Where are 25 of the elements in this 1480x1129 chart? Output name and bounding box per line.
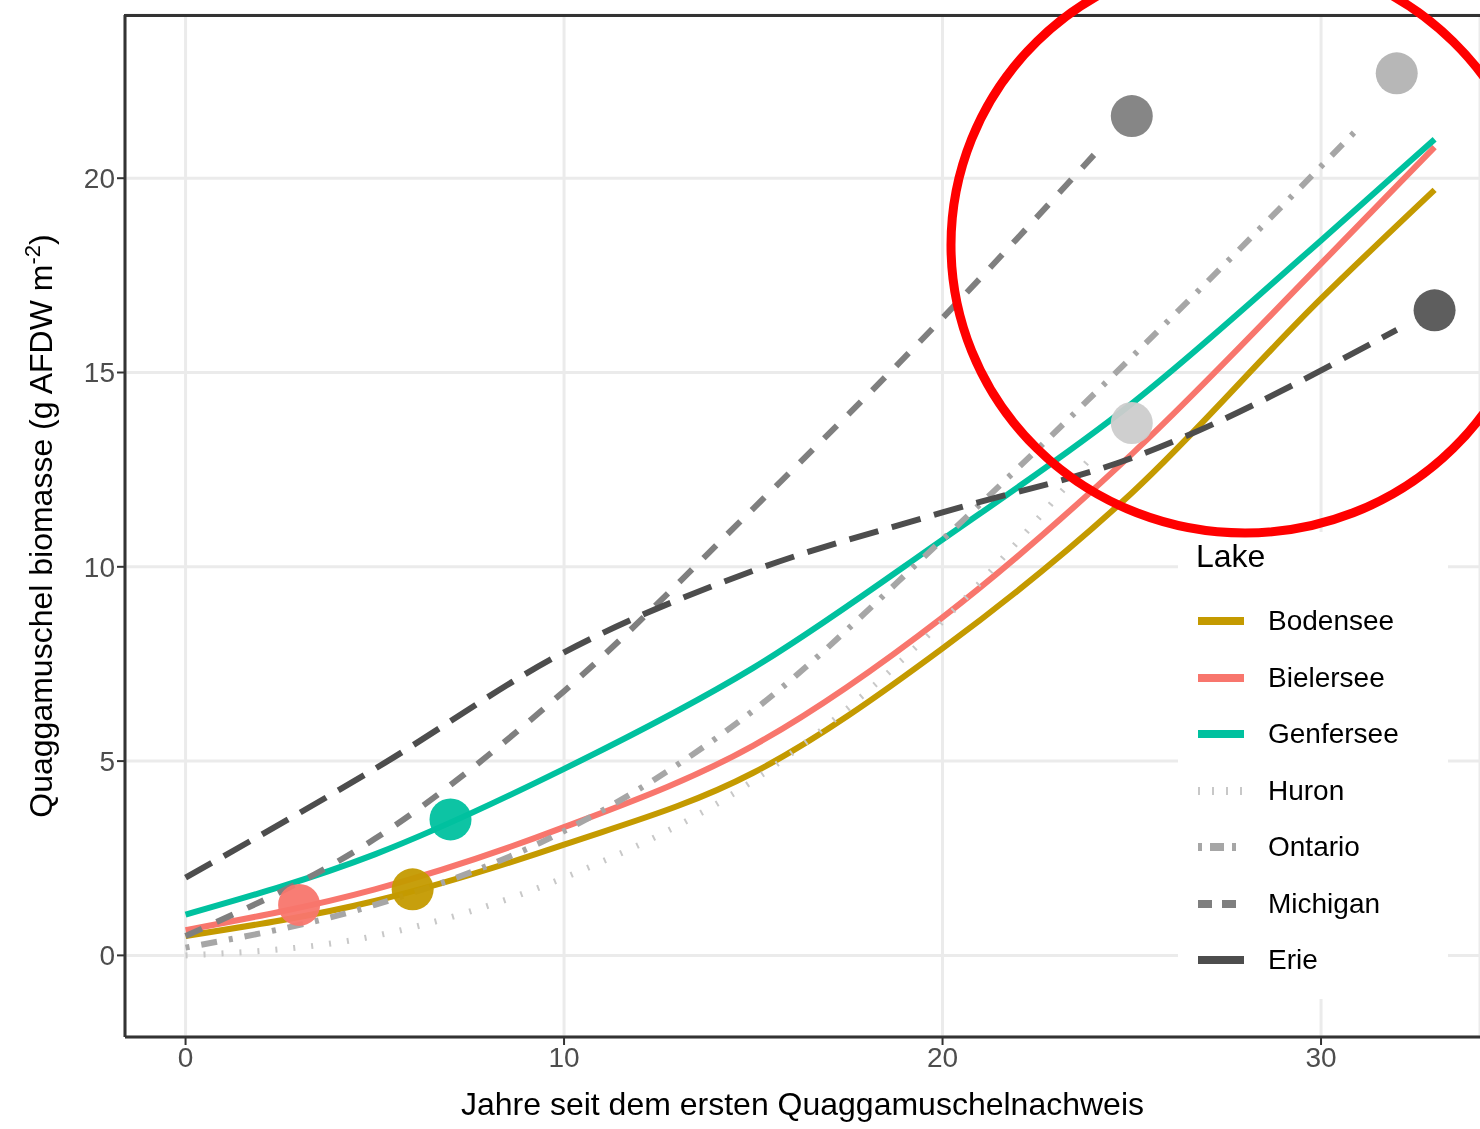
y-tick-label: 20: [83, 163, 115, 195]
point: [1375, 52, 1418, 95]
legend-label: Genfersee: [1268, 718, 1399, 751]
x-tick-label: 0: [177, 1041, 194, 1073]
legend-label: Erie: [1268, 944, 1318, 977]
y-tick-label: 10: [83, 551, 115, 583]
y-tick-label: 0: [99, 940, 115, 972]
legend-label: Bodensee: [1268, 605, 1395, 638]
x-tick-label: 10: [548, 1041, 580, 1073]
legend-label: Huron: [1268, 774, 1345, 807]
legend-label: Bielersee: [1268, 661, 1385, 694]
point: [429, 798, 472, 841]
point: [391, 868, 434, 911]
x-axis-title: Jahre seit dem ersten Quaggamuschelnachweis: [460, 1086, 1145, 1122]
legend-label: Michigan: [1268, 887, 1381, 920]
point: [278, 883, 321, 926]
point: [1413, 289, 1456, 332]
point: [1110, 402, 1153, 445]
point: [1110, 95, 1153, 138]
x-tick-label: 20: [926, 1041, 959, 1073]
y-tick-label: 15: [83, 357, 115, 389]
y-tick-label: 5: [99, 746, 115, 778]
legend-label: Ontario: [1268, 831, 1360, 864]
x-tick-label: 30: [1305, 1041, 1337, 1073]
legend-title: Lake: [1196, 538, 1267, 575]
